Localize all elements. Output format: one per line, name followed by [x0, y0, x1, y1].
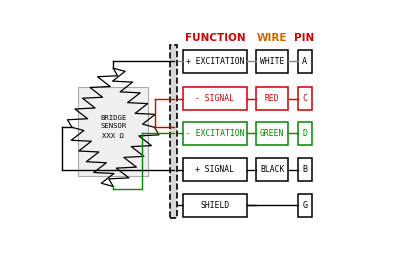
- Text: - SIGNAL: - SIGNAL: [195, 94, 234, 103]
- Text: WIRE: WIRE: [256, 33, 287, 42]
- Text: RED: RED: [264, 94, 279, 103]
- Text: - EXCITATION: - EXCITATION: [185, 129, 243, 138]
- FancyBboxPatch shape: [170, 45, 177, 218]
- Text: C: C: [301, 94, 306, 103]
- FancyBboxPatch shape: [183, 87, 246, 110]
- FancyBboxPatch shape: [256, 50, 287, 73]
- FancyBboxPatch shape: [256, 122, 287, 145]
- FancyBboxPatch shape: [183, 194, 246, 217]
- FancyBboxPatch shape: [183, 158, 246, 181]
- FancyBboxPatch shape: [297, 87, 311, 110]
- Text: SENSOR: SENSOR: [100, 123, 126, 129]
- FancyBboxPatch shape: [297, 194, 311, 217]
- Text: GREEN: GREEN: [259, 129, 283, 138]
- FancyBboxPatch shape: [297, 122, 311, 145]
- FancyBboxPatch shape: [256, 158, 287, 181]
- FancyBboxPatch shape: [78, 87, 148, 176]
- Text: FUNCTION: FUNCTION: [184, 33, 245, 42]
- Text: BLACK: BLACK: [259, 165, 283, 174]
- FancyBboxPatch shape: [256, 87, 287, 110]
- FancyBboxPatch shape: [183, 50, 246, 73]
- FancyBboxPatch shape: [183, 122, 246, 145]
- Text: + EXCITATION: + EXCITATION: [185, 57, 243, 66]
- Text: SHIELD: SHIELD: [200, 201, 229, 210]
- Text: + SIGNAL: + SIGNAL: [195, 165, 234, 174]
- Text: BRIDGE: BRIDGE: [100, 115, 126, 121]
- Text: A: A: [301, 57, 306, 66]
- Text: D: D: [301, 129, 306, 138]
- Text: PIN: PIN: [294, 33, 314, 42]
- FancyBboxPatch shape: [297, 158, 311, 181]
- FancyBboxPatch shape: [297, 50, 311, 73]
- Text: G: G: [301, 201, 306, 210]
- Text: B: B: [301, 165, 306, 174]
- Text: XXX Ω: XXX Ω: [102, 133, 124, 138]
- Text: WHITE: WHITE: [259, 57, 283, 66]
